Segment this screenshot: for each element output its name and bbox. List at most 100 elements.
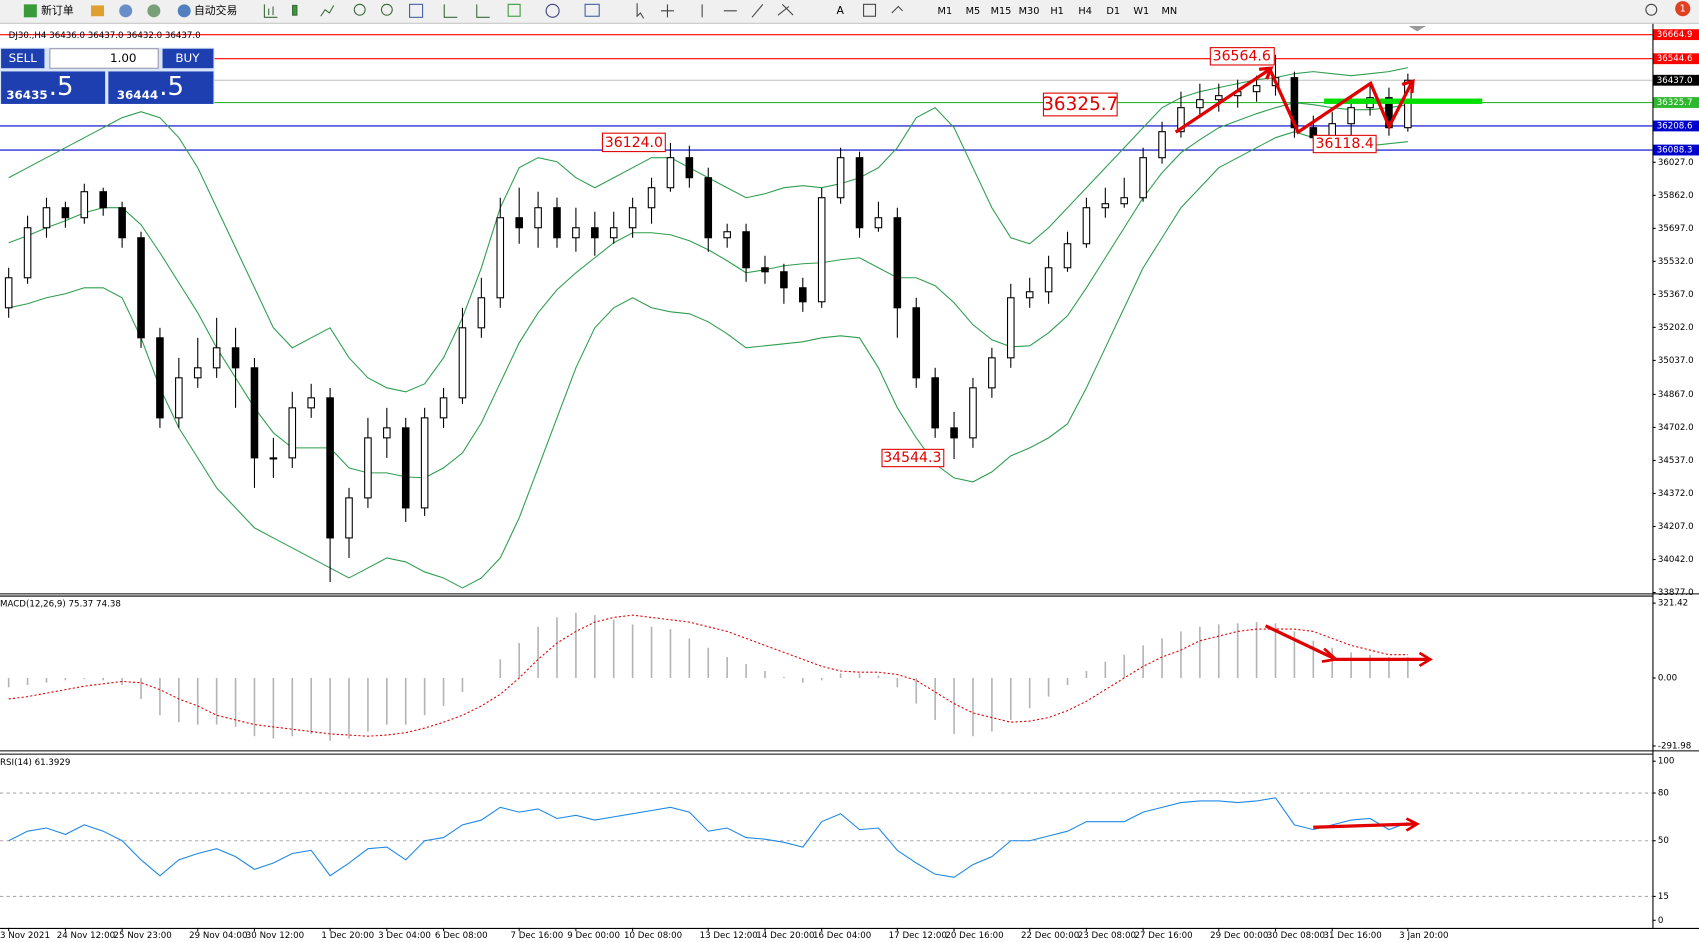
annotation-label: 36118.4 bbox=[1316, 136, 1374, 152]
candle-body bbox=[383, 427, 391, 439]
toolbar bbox=[0, 0, 1699, 24]
chart-tools bbox=[263, 3, 794, 19]
candle-body bbox=[1347, 107, 1355, 125]
label-tool[interactable] bbox=[863, 3, 877, 17]
y-tick-label: 15 bbox=[1658, 892, 1669, 902]
candle-body bbox=[307, 397, 315, 409]
candle-body bbox=[137, 237, 145, 339]
toolbar-icon[interactable] bbox=[147, 4, 161, 18]
price-tag bbox=[1653, 97, 1699, 108]
price-tag bbox=[1653, 120, 1699, 132]
annotation-box bbox=[881, 448, 945, 468]
toolbar-icon[interactable] bbox=[91, 5, 105, 17]
search-button[interactable] bbox=[1645, 3, 1658, 16]
candle-body bbox=[269, 457, 278, 460]
annotation-box bbox=[1042, 92, 1118, 117]
candle-tool[interactable] bbox=[292, 4, 298, 16]
template-tool[interactable] bbox=[584, 3, 600, 17]
candle-body bbox=[401, 427, 410, 509]
candle-body bbox=[212, 347, 221, 369]
notification-count: 1 bbox=[1680, 4, 1686, 15]
candle-body bbox=[799, 287, 807, 303]
candle-body bbox=[912, 307, 921, 379]
candle-body bbox=[80, 191, 89, 219]
timeframe-button[interactable]: MN bbox=[1162, 6, 1178, 17]
timeframe-button[interactable]: W1 bbox=[1133, 6, 1149, 17]
price-tag bbox=[1653, 29, 1699, 41]
timeframe-button[interactable]: D1 bbox=[1106, 6, 1120, 17]
candle-body bbox=[534, 207, 542, 229]
zoom-out[interactable] bbox=[380, 3, 393, 16]
x-tick-label: 30 Dec 08:00 bbox=[1267, 931, 1325, 941]
candle-body bbox=[515, 217, 523, 229]
indicator-tool[interactable] bbox=[507, 3, 521, 17]
new-order-button[interactable]: 新订单 bbox=[41, 3, 74, 17]
x-tick-label: 3 Dec 04:00 bbox=[378, 931, 431, 941]
candle-body bbox=[893, 217, 902, 309]
y-tick-label: 35697.0 bbox=[1658, 224, 1694, 234]
y-tick-label: 34372.0 bbox=[1658, 489, 1694, 499]
notification-badge[interactable] bbox=[1675, 1, 1691, 17]
x-tick-label: 1 Dec 20:00 bbox=[321, 931, 374, 941]
candle-body bbox=[439, 397, 448, 419]
price-tag-label: 36088.3 bbox=[1657, 146, 1693, 156]
new-order-icon[interactable] bbox=[23, 4, 37, 18]
timeframe-button[interactable]: H1 bbox=[1050, 6, 1064, 17]
tile-tool[interactable] bbox=[409, 3, 424, 18]
x-tick-label: 10 Dec 08:00 bbox=[624, 931, 682, 941]
annotation-label: 36325.7 bbox=[1042, 94, 1118, 115]
candle-body bbox=[364, 437, 372, 499]
y-tick-label: 34207.0 bbox=[1658, 522, 1694, 532]
buy-button[interactable] bbox=[162, 48, 214, 69]
buy-price-box[interactable] bbox=[108, 71, 214, 104]
candle-body bbox=[609, 227, 618, 239]
candle-body bbox=[61, 207, 70, 219]
price-tag bbox=[1653, 53, 1699, 65]
candle-body bbox=[1177, 107, 1185, 133]
sell-label: SELL bbox=[9, 51, 38, 65]
auto-trading-icon[interactable] bbox=[177, 4, 191, 18]
candle-body bbox=[836, 157, 845, 199]
rsi-arrow bbox=[1313, 822, 1416, 829]
y-tick-label: 35532.0 bbox=[1658, 257, 1694, 267]
volume-input[interactable] bbox=[49, 48, 159, 69]
toolbar-icon[interactable] bbox=[119, 4, 133, 18]
line-tool[interactable] bbox=[320, 5, 335, 17]
buy-label: BUY bbox=[175, 51, 200, 65]
timeframe-bar: M1 M5 M15 M30 H1 H4 D1 W1 MN bbox=[938, 6, 1178, 17]
candle-body bbox=[477, 297, 486, 329]
candle-body bbox=[458, 327, 467, 399]
scroll-tool[interactable] bbox=[443, 4, 490, 18]
timeframe-button[interactable]: H4 bbox=[1078, 6, 1092, 17]
auto-trading-button[interactable]: 自动交易 bbox=[194, 3, 237, 17]
y-tick-label: 34537.0 bbox=[1658, 456, 1694, 466]
candle-body bbox=[1158, 131, 1166, 159]
y-tick-label: 34867.0 bbox=[1658, 390, 1694, 400]
y-tick-label: -291.98 bbox=[1658, 741, 1691, 751]
candle-body bbox=[1101, 203, 1110, 209]
sell-price-box[interactable] bbox=[1, 71, 106, 104]
chart-title: DJ30.,H4 36436.0 36437.0 36432.0 36437.0 bbox=[9, 31, 201, 41]
timeframe-button[interactable]: M15 bbox=[991, 6, 1012, 17]
period-tool[interactable] bbox=[545, 3, 560, 18]
y-tick-label: 50 bbox=[1658, 836, 1669, 846]
timeframe-button[interactable]: M1 bbox=[938, 6, 953, 17]
arrows-tool[interactable] bbox=[891, 5, 903, 14]
candle-body bbox=[780, 271, 788, 289]
x-tick-label: 9 Dec 00:00 bbox=[567, 931, 620, 941]
x-tick-label: 24 Nov 12:00 bbox=[57, 931, 115, 941]
candle-body bbox=[1120, 197, 1129, 205]
text-tool[interactable]: A bbox=[836, 4, 844, 17]
drawing-tools[interactable] bbox=[636, 3, 794, 19]
timeframe-button[interactable]: M30 bbox=[1019, 6, 1040, 17]
bar-chart-tool[interactable] bbox=[263, 4, 278, 18]
y-tick-label: 0.00 bbox=[1658, 674, 1677, 684]
rsi-title: RSI(14) 61.3929 bbox=[0, 758, 70, 768]
timeframe-button[interactable]: M5 bbox=[966, 6, 981, 17]
sell-button[interactable] bbox=[1, 48, 45, 69]
zoom-in[interactable] bbox=[353, 3, 366, 16]
last-price-tag bbox=[1653, 74, 1699, 86]
candle-body bbox=[704, 177, 713, 239]
y-tick-label: 0 bbox=[1658, 916, 1664, 926]
